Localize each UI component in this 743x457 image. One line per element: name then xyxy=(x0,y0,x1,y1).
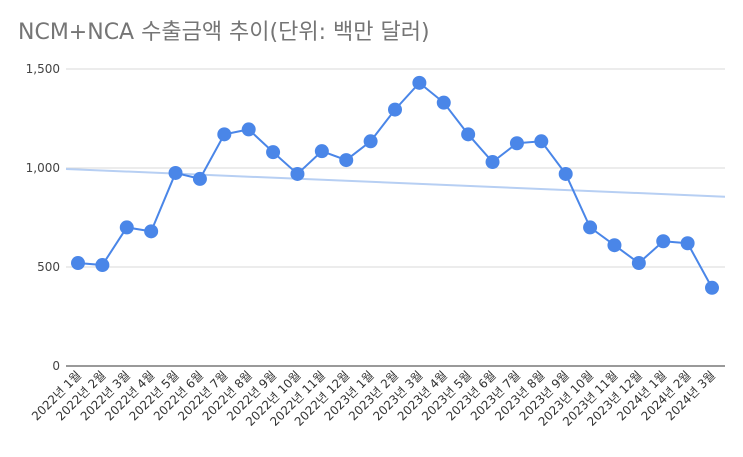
data-point xyxy=(217,127,232,142)
data-points xyxy=(71,75,719,295)
data-point xyxy=(266,145,281,160)
trendline xyxy=(65,167,726,198)
data-point xyxy=(631,256,646,271)
y-tick-label: 0 xyxy=(52,359,60,373)
data-point xyxy=(388,102,402,117)
data-point xyxy=(192,171,207,186)
data-point xyxy=(363,134,378,149)
data-point xyxy=(144,224,159,239)
data-point xyxy=(436,95,451,110)
data-point xyxy=(412,75,427,90)
y-tick-label: 1,000 xyxy=(26,161,60,175)
data-point xyxy=(95,258,110,273)
y-tick-label: 500 xyxy=(37,260,60,274)
data-point xyxy=(290,166,305,181)
data-point xyxy=(241,122,256,137)
y-tick-label: 1,500 xyxy=(26,62,60,76)
data-point xyxy=(339,153,354,168)
data-point xyxy=(314,144,329,159)
chart-title: NCM+NCA 수출금액 추이(단위: 백만 달러) xyxy=(18,20,430,45)
data-point xyxy=(705,280,719,295)
data-point xyxy=(607,238,622,253)
data-point xyxy=(656,234,671,249)
data-point xyxy=(558,166,573,181)
data-point xyxy=(485,155,500,170)
data-point xyxy=(680,236,695,251)
data-point xyxy=(534,134,549,149)
data-point xyxy=(168,165,183,180)
data-point xyxy=(583,220,598,235)
data-point xyxy=(461,127,476,142)
data-point xyxy=(71,256,85,271)
data-point xyxy=(119,220,134,235)
y-axis-ticks: 0 500 1,000 1,500 xyxy=(26,62,60,373)
data-point xyxy=(509,136,524,151)
